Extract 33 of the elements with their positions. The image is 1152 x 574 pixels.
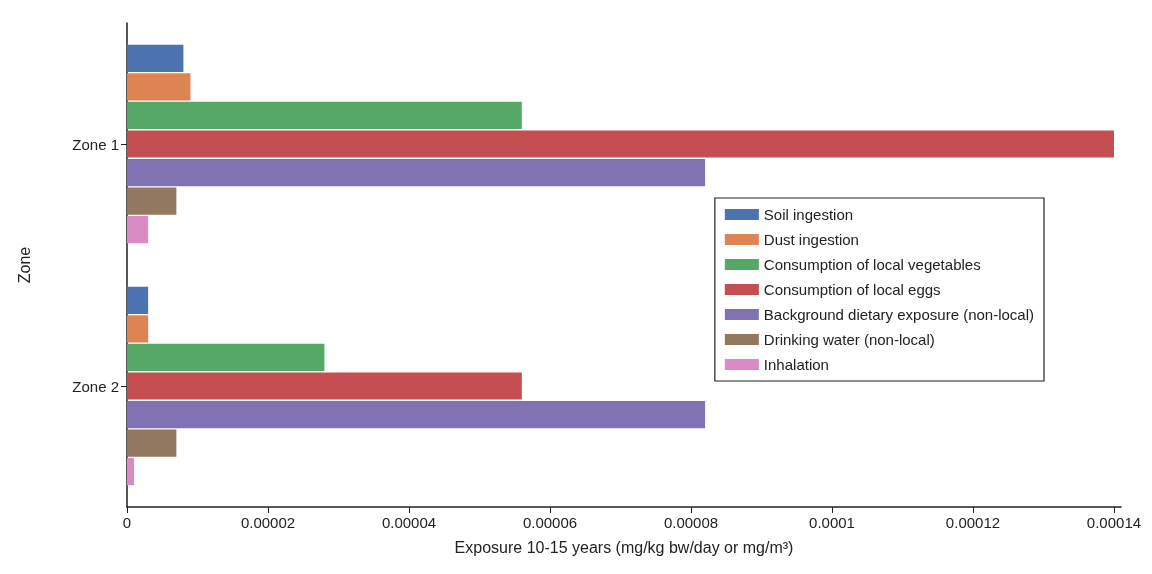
- legend-label: Drinking water (non-local): [763, 331, 935, 348]
- bar: [127, 372, 522, 400]
- bar: [127, 216, 149, 244]
- bar: [127, 44, 184, 72]
- bar: [127, 343, 325, 372]
- bar: [127, 73, 191, 101]
- legend-label: Consumption of local eggs: [763, 281, 941, 298]
- legend-label: Dust ingestion: [763, 231, 859, 248]
- bar: [127, 458, 135, 486]
- x-tick-label: 0.00014: [1086, 514, 1142, 531]
- x-tick-label: 0.00002: [240, 514, 296, 531]
- y-axis-title: Zone: [15, 246, 33, 284]
- legend-label: Soil ingestion: [763, 206, 854, 223]
- legend-label: Consumption of local vegetables: [763, 256, 981, 273]
- x-tick-label: 0.00004: [381, 514, 437, 531]
- bar: [127, 130, 1114, 158]
- bar: [127, 187, 177, 215]
- bar: [127, 400, 706, 429]
- x-tick-label: 0: [122, 514, 132, 531]
- x-tick-label: 0.00012: [945, 514, 1001, 531]
- x-tick-label: 0.00006: [522, 514, 578, 531]
- x-axis-title: Exposure 10-15 years (mg/kg bw/day or mg/m³): [454, 538, 794, 556]
- bar: [127, 429, 177, 457]
- bar: [127, 315, 149, 343]
- x-tick-label: 0.0001: [809, 514, 855, 531]
- legend-label: Background dietary exposure (non-local): [763, 306, 1035, 323]
- y-tick-label: Zone 1: [72, 135, 119, 153]
- x-tick-label: 0.00008: [663, 514, 719, 531]
- bar: [127, 101, 522, 130]
- legend-label: Inhalation: [763, 356, 829, 373]
- bar: [127, 158, 706, 187]
- bar: [127, 286, 149, 314]
- y-tick-label: Zone 2: [72, 377, 119, 395]
